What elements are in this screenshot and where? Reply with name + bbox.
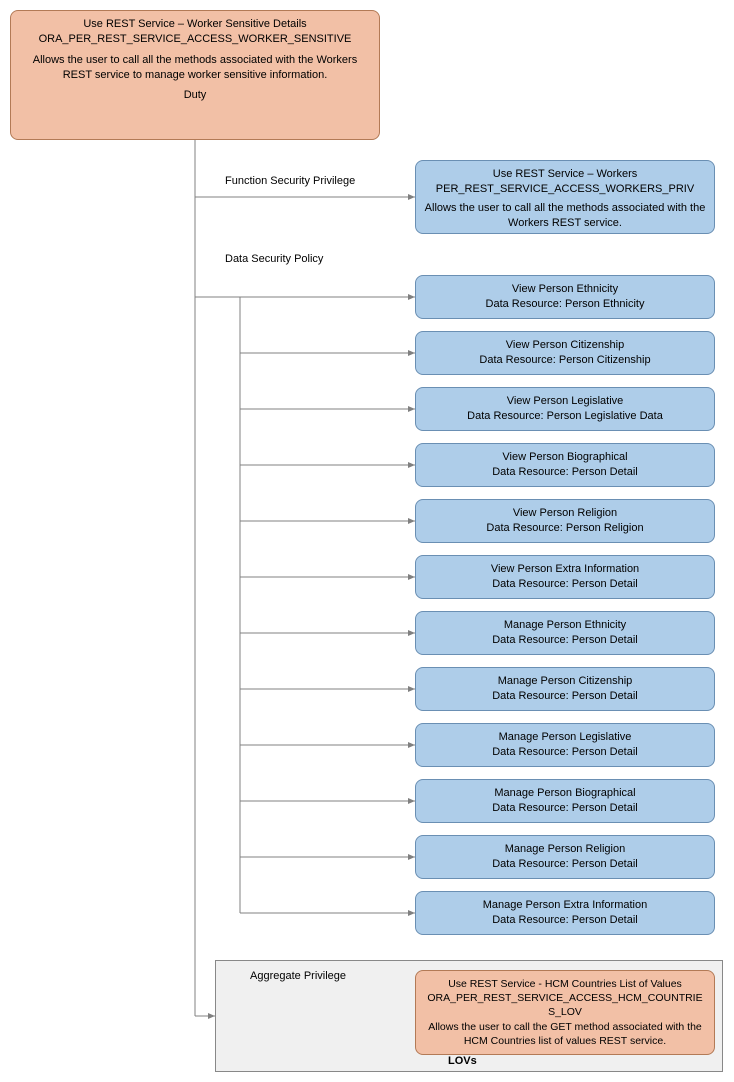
dsp-resource: Data Resource: Person Detail bbox=[424, 801, 706, 816]
dsp-title: View Person Legislative bbox=[424, 394, 706, 409]
dsp-resource: Data Resource: Person Detail bbox=[424, 465, 706, 480]
fsp-code: PER_REST_SERVICE_ACCESS_WORKERS_PRIV bbox=[424, 182, 706, 197]
root-duty-box: Use REST Service – Worker Sensitive Deta… bbox=[10, 10, 380, 140]
dsp-title: View Person Citizenship bbox=[424, 338, 706, 353]
fsp-desc: Allows the user to call all the methods … bbox=[424, 201, 706, 231]
dsp-box: Manage Person CitizenshipData Resource: … bbox=[415, 667, 715, 711]
dsp-box: Manage Person BiographicalData Resource:… bbox=[415, 779, 715, 823]
dsp-box: View Person BiographicalData Resource: P… bbox=[415, 443, 715, 487]
dsp-box: Manage Person Extra InformationData Reso… bbox=[415, 891, 715, 935]
dsp-resource: Data Resource: Person Citizenship bbox=[424, 353, 706, 368]
dsp-resource: Data Resource: Person Legislative Data bbox=[424, 409, 706, 424]
fsp-label: Function Security Privilege bbox=[225, 175, 355, 187]
root-desc: Allows the user to call all the methods … bbox=[19, 53, 371, 83]
agg-label: Aggregate Privilege bbox=[250, 970, 346, 982]
dsp-title: View Person Ethnicity bbox=[424, 282, 706, 297]
dsp-box: View Person ReligionData Resource: Perso… bbox=[415, 499, 715, 543]
dsp-resource: Data Resource: Person Detail bbox=[424, 577, 706, 592]
dsp-resource: Data Resource: Person Detail bbox=[424, 633, 706, 648]
fsp-title: Use REST Service – Workers bbox=[424, 167, 706, 182]
dsp-resource: Data Resource: Person Religion bbox=[424, 521, 706, 536]
dsp-title: Manage Person Ethnicity bbox=[424, 618, 706, 633]
dsp-resource: Data Resource: Person Detail bbox=[424, 689, 706, 704]
dsp-box: Manage Person LegislativeData Resource: … bbox=[415, 723, 715, 767]
root-code: ORA_PER_REST_SERVICE_ACCESS_WORKER_SENSI… bbox=[19, 32, 371, 47]
dsp-box: View Person CitizenshipData Resource: Pe… bbox=[415, 331, 715, 375]
agg-box: Use REST Service - HCM Countries List of… bbox=[415, 970, 715, 1055]
dsp-resource: Data Resource: Person Detail bbox=[424, 857, 706, 872]
dsp-title: View Person Biographical bbox=[424, 450, 706, 465]
dsp-title: Manage Person Religion bbox=[424, 842, 706, 857]
lovs-label: LOVs bbox=[448, 1055, 477, 1067]
dsp-title: View Person Extra Information bbox=[424, 562, 706, 577]
dsp-label: Data Security Policy bbox=[225, 253, 323, 265]
dsp-resource: Data Resource: Person Detail bbox=[424, 913, 706, 928]
agg-title: Use REST Service - HCM Countries List of… bbox=[424, 977, 706, 991]
dsp-box: View Person Extra InformationData Resour… bbox=[415, 555, 715, 599]
agg-code: ORA_PER_REST_SERVICE_ACCESS_HCM_COUNTRIE… bbox=[424, 991, 706, 1019]
dsp-resource: Data Resource: Person Ethnicity bbox=[424, 297, 706, 312]
fsp-box: Use REST Service – Workers PER_REST_SERV… bbox=[415, 160, 715, 234]
dsp-box: Manage Person ReligionData Resource: Per… bbox=[415, 835, 715, 879]
dsp-title: Manage Person Biographical bbox=[424, 786, 706, 801]
dsp-box: View Person LegislativeData Resource: Pe… bbox=[415, 387, 715, 431]
dsp-box: View Person EthnicityData Resource: Pers… bbox=[415, 275, 715, 319]
dsp-title: Manage Person Extra Information bbox=[424, 898, 706, 913]
dsp-title: View Person Religion bbox=[424, 506, 706, 521]
dsp-box: Manage Person EthnicityData Resource: Pe… bbox=[415, 611, 715, 655]
root-title: Use REST Service – Worker Sensitive Deta… bbox=[19, 17, 371, 32]
root-duty-label: Duty bbox=[19, 88, 371, 103]
dsp-title: Manage Person Legislative bbox=[424, 730, 706, 745]
dsp-title: Manage Person Citizenship bbox=[424, 674, 706, 689]
agg-desc: Allows the user to call the GET method a… bbox=[424, 1020, 706, 1048]
dsp-resource: Data Resource: Person Detail bbox=[424, 745, 706, 760]
